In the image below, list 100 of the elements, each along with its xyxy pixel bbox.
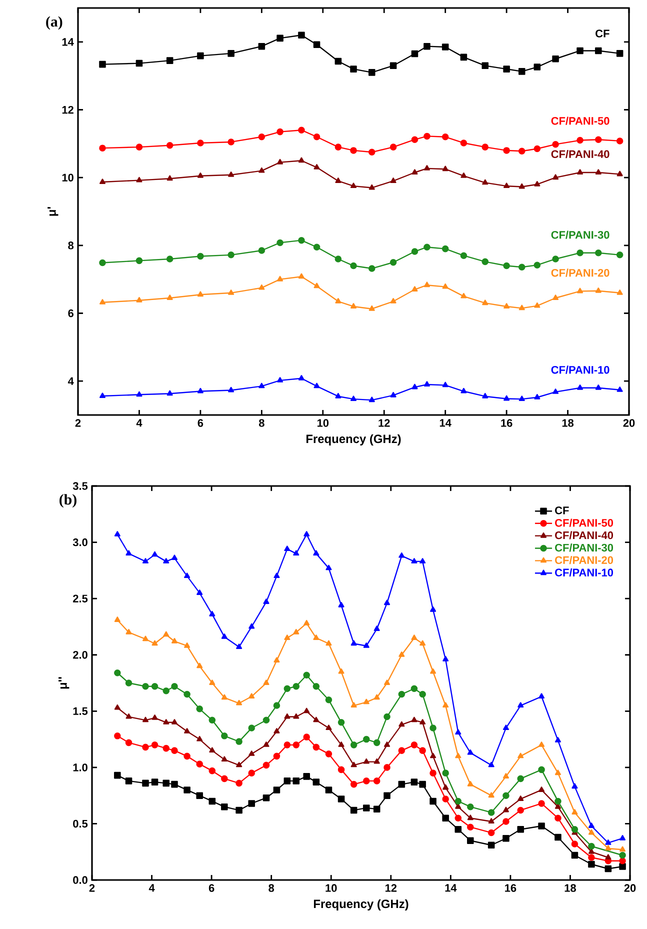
x-tick-label: 4: [136, 419, 142, 427]
point: [99, 392, 106, 398]
point: [276, 128, 284, 136]
point: [534, 180, 540, 186]
point: [197, 52, 204, 60]
point: [455, 729, 462, 735]
point: [442, 382, 448, 388]
series-label: CF/PANI-40: [551, 150, 610, 158]
point: [276, 239, 284, 246]
point: [538, 766, 545, 774]
point: [326, 724, 332, 730]
y-tick-label: 4: [68, 377, 74, 385]
point: [228, 252, 234, 258]
point: [552, 140, 559, 148]
y-tick-label: 1.0: [73, 764, 88, 772]
point: [221, 803, 228, 810]
point: [335, 178, 342, 183]
point: [460, 252, 468, 259]
point: [304, 620, 310, 626]
point: [572, 783, 578, 789]
point: [258, 284, 265, 290]
point: [171, 719, 178, 724]
point: [482, 392, 488, 398]
point: [114, 704, 120, 710]
point: [454, 798, 462, 805]
point: [534, 262, 541, 268]
point: [605, 839, 612, 845]
point: [410, 742, 418, 748]
point: [284, 713, 290, 719]
point: [273, 702, 280, 709]
point: [419, 747, 426, 754]
point: [350, 66, 357, 72]
series-label: CF/PANI-50: [551, 116, 610, 125]
point: [298, 374, 304, 380]
point: [313, 550, 320, 556]
point: [576, 249, 584, 256]
point: [534, 302, 540, 308]
x-tick-label: 14: [445, 884, 457, 892]
point: [273, 752, 280, 760]
point: [298, 126, 305, 134]
point: [534, 64, 541, 70]
point: [228, 171, 234, 177]
point: [248, 770, 255, 776]
point: [142, 558, 149, 564]
point: [517, 806, 524, 814]
point: [312, 683, 320, 690]
legend-label: CF/PANI-10: [555, 568, 614, 577]
point: [460, 54, 468, 61]
point: [136, 391, 142, 397]
point: [411, 558, 418, 564]
series-label: CF: [596, 30, 610, 38]
point: [228, 290, 234, 295]
point: [209, 610, 216, 616]
point: [442, 245, 449, 252]
point: [390, 258, 397, 266]
y-tick-label: 3.5: [72, 482, 88, 490]
point: [482, 300, 488, 306]
point: [258, 134, 266, 140]
point: [368, 305, 375, 311]
point: [374, 694, 380, 700]
point: [552, 256, 559, 262]
point: [616, 170, 623, 176]
point: [454, 826, 462, 833]
point: [595, 169, 602, 174]
point: [362, 778, 370, 784]
point: [325, 696, 332, 704]
point: [228, 138, 234, 146]
point: [424, 244, 430, 251]
y-tick-label: 6: [68, 309, 74, 318]
point: [482, 144, 489, 150]
point: [314, 382, 320, 388]
point: [125, 680, 132, 686]
point: [534, 145, 541, 152]
point: [374, 626, 380, 631]
point: [114, 616, 120, 622]
point: [442, 134, 449, 140]
point: [142, 636, 149, 642]
point: [236, 780, 242, 787]
point: [442, 784, 449, 790]
point: [350, 396, 357, 402]
y-axis-title: μ': [48, 207, 58, 216]
point: [274, 657, 280, 662]
point: [518, 68, 526, 75]
point: [304, 708, 310, 714]
point: [504, 182, 510, 188]
point: [313, 244, 320, 251]
point: [184, 728, 190, 734]
point: [502, 792, 510, 799]
point: [335, 298, 342, 304]
point: [595, 384, 602, 390]
y-tick-label: 1.5: [73, 707, 88, 715]
point: [274, 728, 280, 734]
point: [136, 257, 143, 264]
point: [163, 631, 170, 637]
point: [350, 182, 357, 188]
legend-label: CF/PANI-50: [555, 518, 614, 527]
point: [136, 296, 142, 302]
point: [258, 42, 266, 50]
y-tick-label: 10: [62, 174, 74, 182]
point: [99, 259, 106, 266]
